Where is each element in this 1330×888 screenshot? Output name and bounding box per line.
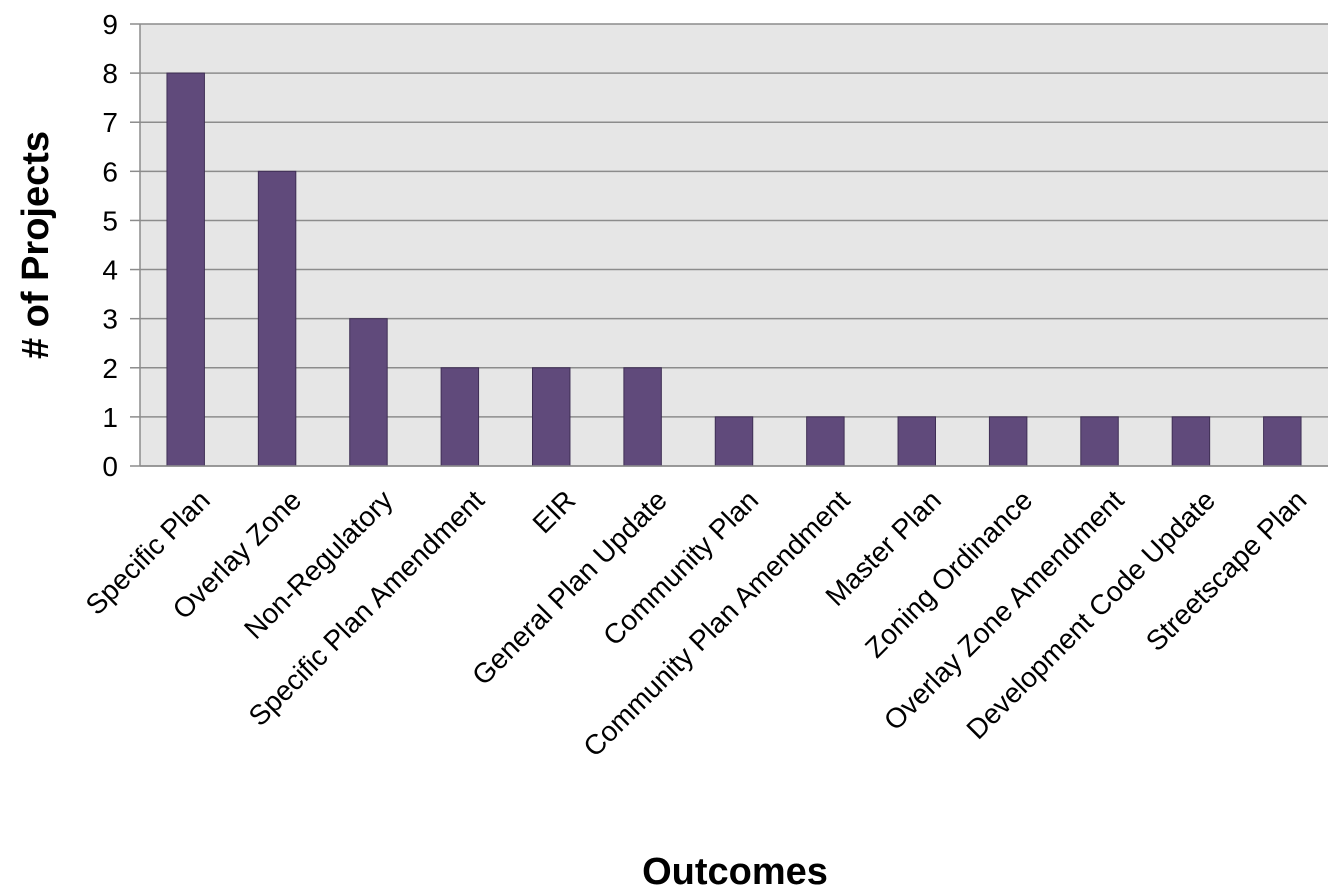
bar — [1080, 416, 1119, 467]
y-tick-label: 2 — [102, 353, 118, 384]
bar — [166, 72, 205, 467]
gridlines — [139, 23, 1328, 467]
bar — [806, 416, 845, 467]
y-tick-label: 7 — [102, 107, 118, 138]
bar — [1263, 416, 1302, 467]
y-tick-label: 8 — [102, 58, 118, 89]
y-tick-label: 9 — [102, 9, 118, 40]
x-tick-label: Zoning Ordinance — [859, 484, 1038, 663]
bar — [897, 416, 937, 467]
y-axis-ticks: 0 1 2 3 4 5 6 7 8 9 — [102, 9, 140, 482]
y-tick-label: 5 — [102, 205, 118, 236]
x-tick-label: Streetscape Plan — [1140, 484, 1313, 657]
bar — [257, 170, 297, 467]
bar — [1171, 416, 1211, 467]
x-tick-label: Community Plan — [597, 484, 764, 651]
bar — [440, 367, 480, 467]
bar — [531, 367, 571, 467]
bar — [988, 416, 1028, 467]
y-tick-label: 0 — [102, 451, 118, 482]
bar — [714, 416, 754, 467]
y-tick-label: 1 — [102, 402, 118, 433]
y-tick-label: 6 — [102, 156, 118, 187]
y-axis-title: # of Projects — [15, 131, 57, 359]
plot-area — [140, 24, 1328, 466]
y-tick-label: 4 — [102, 255, 118, 286]
x-axis-title: Outcomes — [642, 851, 828, 888]
bar — [623, 367, 662, 467]
bars — [166, 72, 1302, 467]
x-tick-label: EIR — [527, 484, 582, 539]
y-tick-label: 3 — [102, 304, 118, 335]
bar — [349, 318, 388, 467]
